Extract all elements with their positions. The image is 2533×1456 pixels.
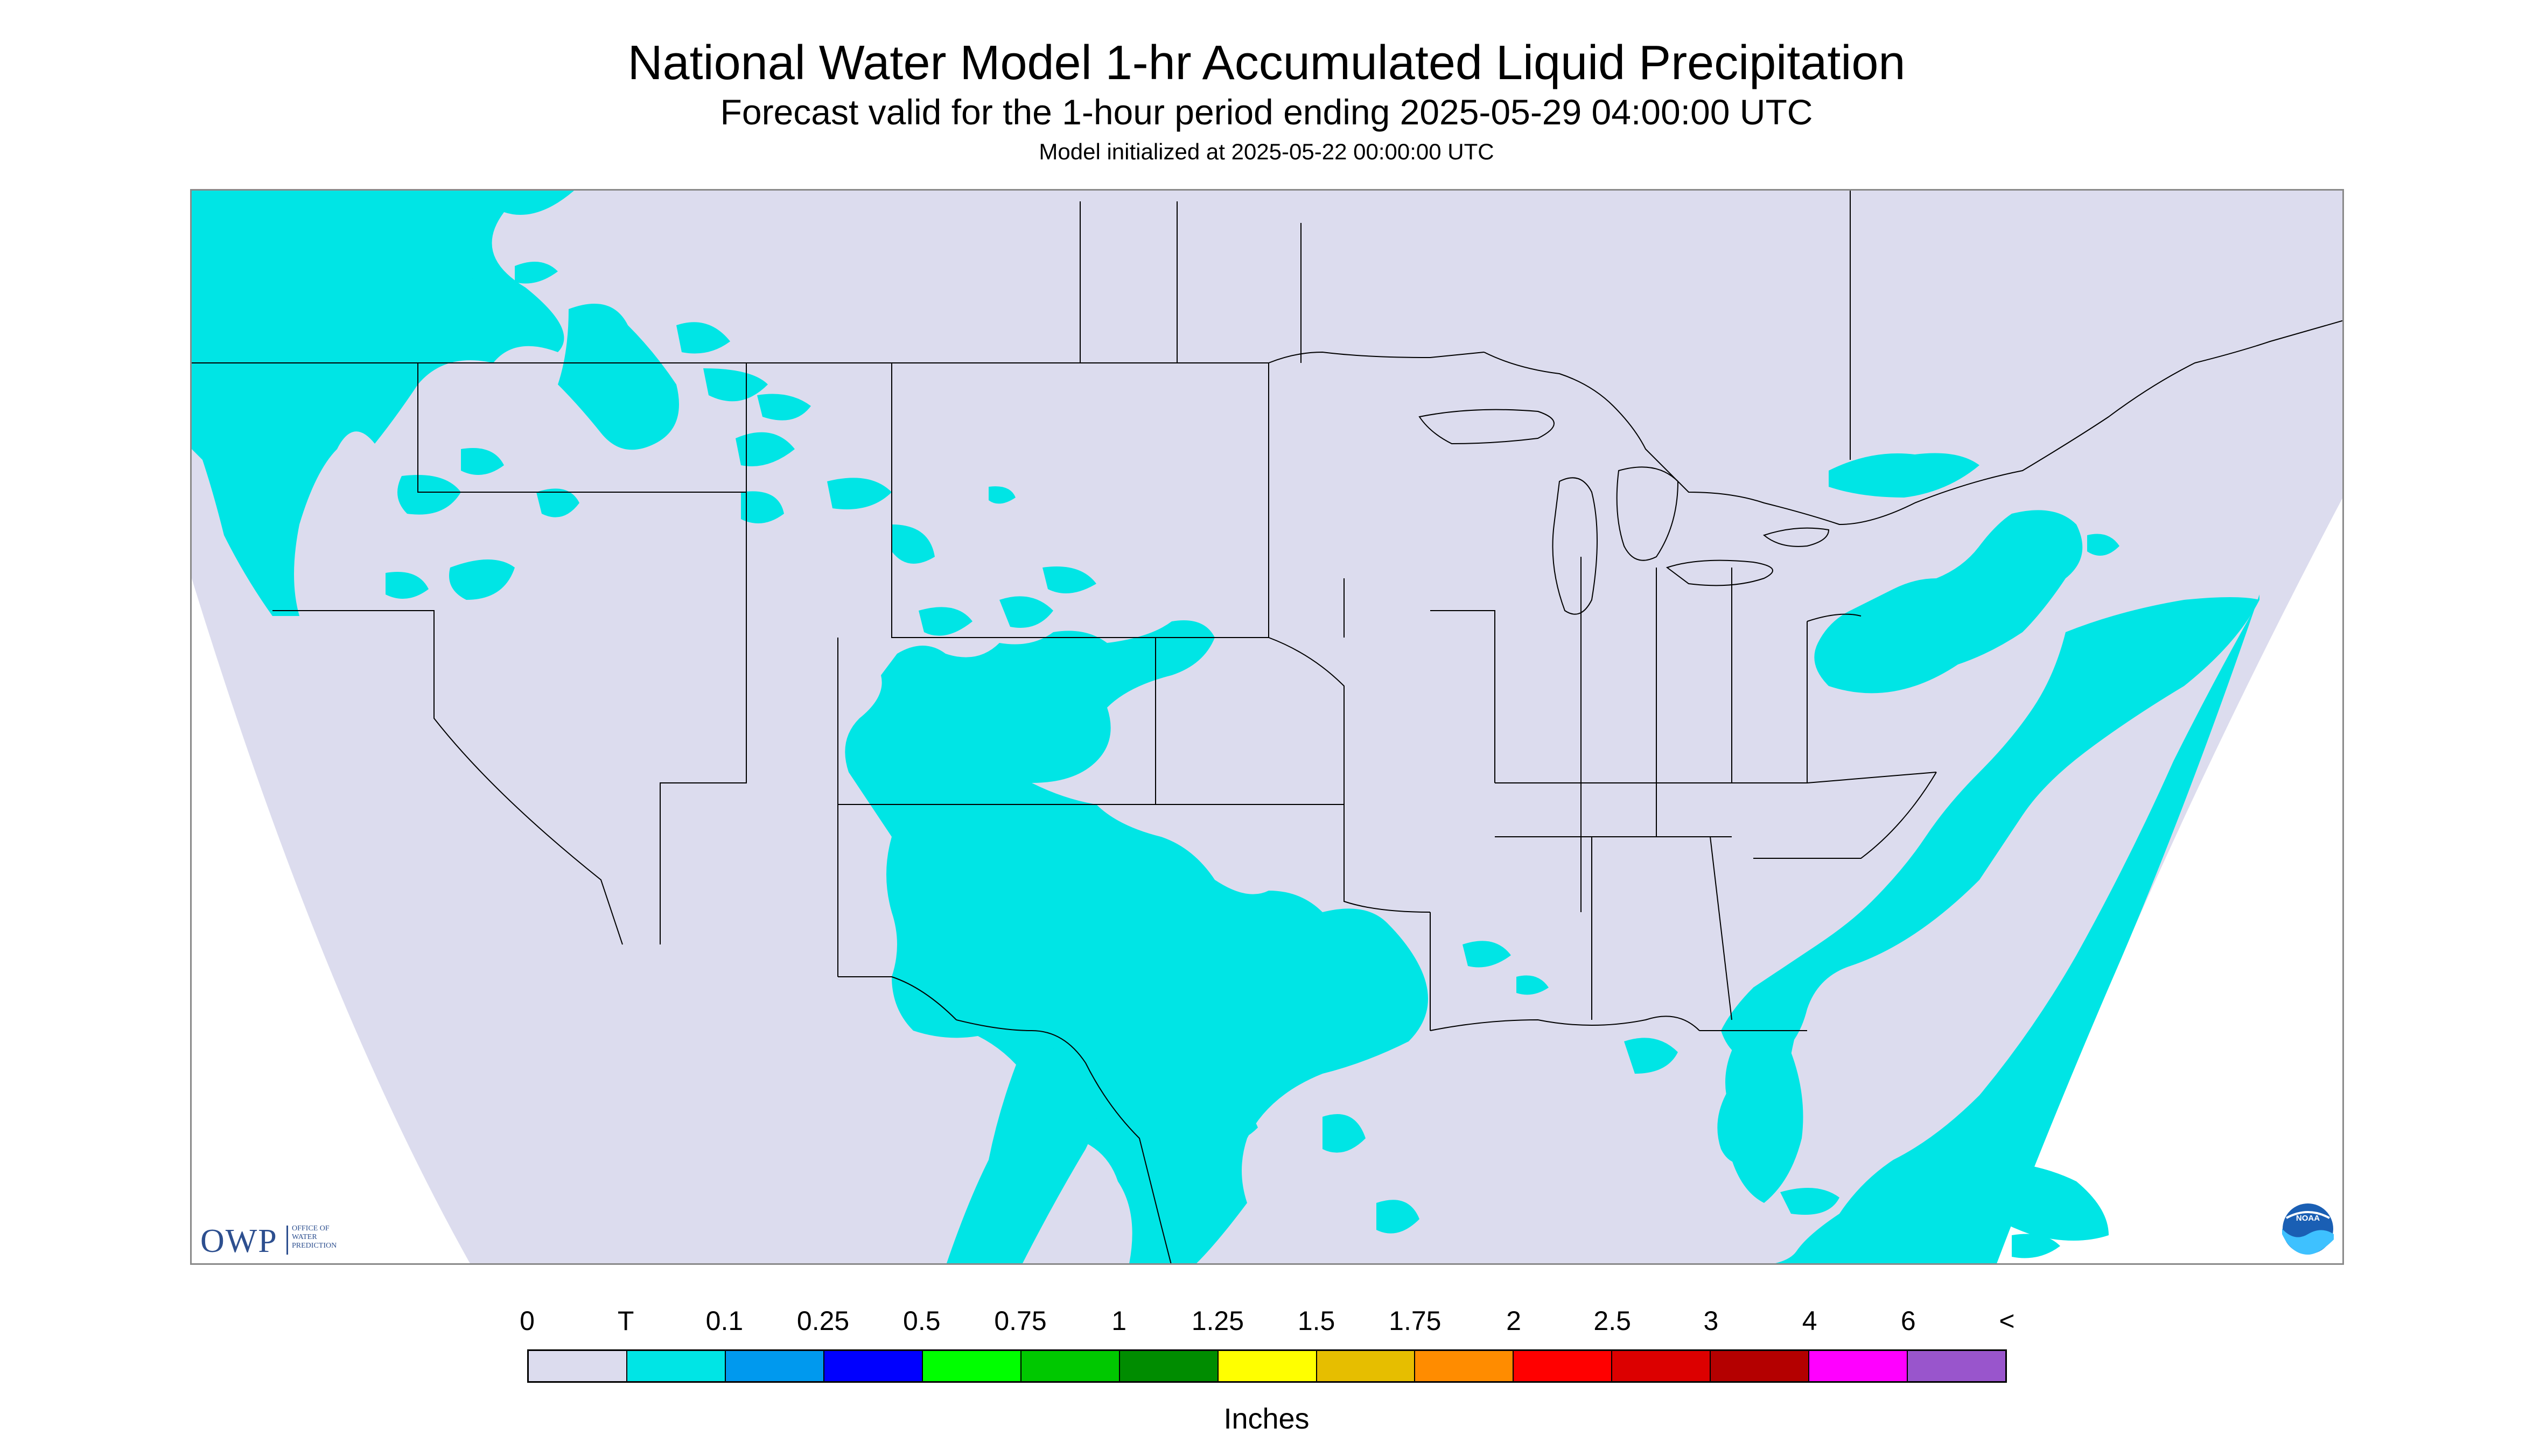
noaa-logo-text: NOAA [2296, 1214, 2320, 1223]
legend-tick-label: 2 [1506, 1306, 1521, 1336]
owp-logo-letters: OWP [200, 1223, 278, 1259]
legend-swatch [529, 1351, 627, 1381]
legend-tick-label: 1 [1111, 1306, 1127, 1336]
owp-logo: OWP OFFICE OF WATER PREDICTION [200, 1222, 378, 1259]
legend-tick-label: 0.1 [705, 1306, 744, 1336]
legend-swatch [1021, 1351, 1120, 1381]
noaa-emblem-icon [2282, 1202, 2334, 1255]
legend-swatch [1612, 1351, 1711, 1381]
boundary-lines [192, 191, 2342, 1263]
owp-logo-divider [286, 1226, 288, 1255]
legend-tick-label: 0.5 [903, 1306, 941, 1336]
legend-tick-label: 1.25 [1191, 1306, 1244, 1336]
legend-swatch [922, 1351, 1021, 1381]
model-init-line: Model initialized at 2025-05-22 00:00:00… [1039, 139, 1494, 164]
noaa-logo: NOAA [2281, 1202, 2335, 1256]
legend-units-label: Inches [1223, 1403, 1310, 1435]
legend-swatch [1218, 1351, 1317, 1381]
legend-tick-label: T [617, 1306, 634, 1336]
legend-tick-label: 0 [520, 1306, 535, 1336]
legend-tick-label: 3 [1703, 1306, 1719, 1336]
precipitation-map [190, 189, 2344, 1265]
legend-swatch [1711, 1351, 1810, 1381]
legend-tick-label: < [1999, 1306, 2015, 1336]
legend-tick-label: 1.75 [1389, 1306, 1442, 1336]
owp-logo-fullname: OFFICE OF WATER PREDICTION [292, 1224, 337, 1250]
legend-swatch [1809, 1351, 1908, 1381]
legend-swatch [1317, 1351, 1416, 1381]
legend-swatch [1119, 1351, 1219, 1381]
great-lakes [1418, 409, 1830, 615]
legend-swatch [1415, 1351, 1514, 1381]
legend-swatch [725, 1351, 824, 1381]
legend-tick-label: 4 [1802, 1306, 1817, 1336]
legend-swatch [824, 1351, 923, 1381]
legend-color-bar [527, 1349, 2007, 1383]
legend-tick-label: 6 [1900, 1306, 1916, 1336]
legend-tick-label: 0.25 [796, 1306, 850, 1336]
legend-swatch [627, 1351, 726, 1381]
legend-tick-label: 2.5 [1593, 1306, 1631, 1336]
legend-tick-label: 1.5 [1297, 1306, 1335, 1336]
legend-swatch [1514, 1351, 1613, 1381]
map-subtitle: Forecast valid for the 1-hour period end… [720, 92, 1813, 132]
legend-swatch [1908, 1351, 2006, 1381]
legend-tick-label: 0.75 [994, 1306, 1047, 1336]
map-title: National Water Model 1-hr Accumulated Li… [627, 36, 1906, 90]
precip-regions [192, 191, 2259, 1263]
